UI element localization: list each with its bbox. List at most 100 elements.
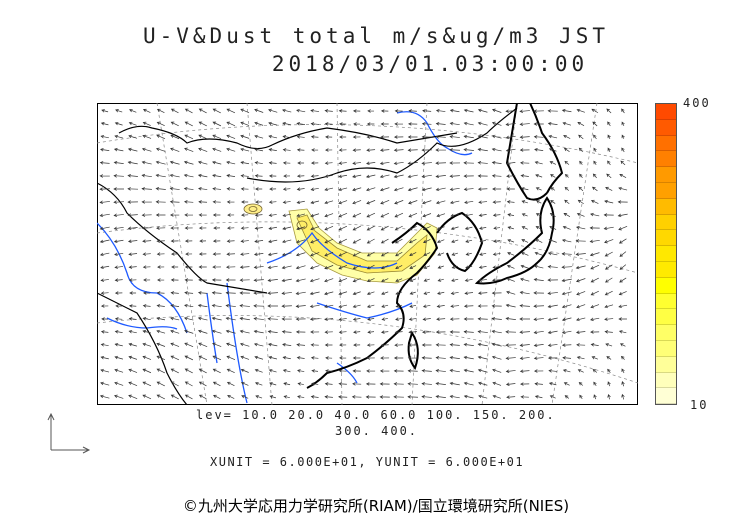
wind-arrow: [491, 355, 502, 360]
wind-arrow: [423, 252, 431, 256]
wind-arrow: [157, 278, 165, 282]
wind-arrow: [618, 330, 627, 334]
wind-arrow: [239, 291, 250, 295]
colorbar-segment: [656, 388, 676, 405]
wind-arrow: [142, 134, 152, 139]
wind-arrow: [211, 329, 222, 334]
wind-arrow: [492, 213, 501, 217]
wind-arrow: [619, 251, 627, 257]
wind-arrow: [449, 121, 460, 126]
wind-arrow: [591, 186, 598, 192]
wind-arrow: [282, 148, 291, 152]
wind-arrow: [366, 264, 375, 270]
wind-arrow: [183, 173, 194, 178]
wind-arrow: [606, 173, 612, 179]
wind-arrow: [297, 369, 305, 373]
wind-arrow: [561, 265, 572, 269]
wind-arrow: [576, 317, 586, 322]
wind-arrow: [381, 304, 389, 308]
wind-arrow: [592, 369, 598, 373]
wind-arrow: [338, 109, 347, 113]
wind-arrow: [170, 226, 179, 230]
wind-arrow: [591, 108, 599, 114]
wind-arrow: [282, 161, 291, 165]
wind-arrow: [142, 108, 151, 113]
wind-arrow: [198, 381, 207, 387]
wind-arrow: [535, 226, 542, 230]
wind-arrow: [534, 148, 544, 152]
wind-arrow: [352, 238, 361, 244]
wind-arrow: [463, 121, 474, 126]
wind-arrow: [393, 395, 404, 399]
wind-arrow: [618, 186, 628, 191]
colorbar-segment: [656, 325, 676, 341]
wind-arrow: [310, 135, 319, 139]
wind-arrow: [577, 121, 585, 126]
wind-arrow: [407, 395, 418, 399]
wind-arrow: [535, 187, 542, 191]
wind-arrow: [449, 330, 460, 334]
wind-arrow: [212, 134, 222, 140]
wind-arrow: [239, 316, 250, 321]
wind-arrow: [113, 160, 124, 165]
wind-arrow: [101, 109, 109, 113]
wind-arrow: [199, 239, 207, 243]
wind-arrow: [603, 213, 614, 217]
wind-arrow: [310, 252, 320, 257]
wind-arrow: [507, 226, 514, 230]
wind-arrow: [155, 200, 166, 204]
wind-arrow: [339, 343, 347, 347]
wind-arrow: [505, 356, 516, 360]
wind-arrow: [506, 174, 516, 178]
wind-arrow: [309, 304, 320, 309]
wind-arrow: [366, 356, 375, 360]
wind-arrow: [520, 277, 530, 282]
wind-arrow: [366, 212, 376, 218]
wind-arrow: [183, 187, 194, 191]
wind-arrow: [212, 239, 221, 243]
wind-arrow: [296, 135, 305, 139]
wind-arrow: [492, 200, 501, 204]
wind-arrow: [590, 317, 600, 322]
wind-arrow: [141, 187, 152, 191]
wind-arrow: [505, 369, 516, 373]
wind-arrow: [114, 381, 124, 386]
wind-arrow: [198, 278, 208, 282]
wind-arrow: [309, 265, 320, 270]
wind-arrow: [593, 394, 597, 400]
wind-arrow: [99, 252, 110, 257]
wind-arrow: [590, 330, 600, 334]
wind-arrow: [561, 317, 572, 322]
wind-arrow: [129, 108, 137, 113]
wind-arrow: [578, 147, 583, 153]
wind-arrow: [463, 187, 474, 191]
colorbar-segment: [656, 182, 676, 199]
wind-arrow: [338, 213, 348, 218]
wind-arrow: [240, 368, 249, 373]
wind-arrow: [183, 316, 194, 321]
wind-arrow: [519, 343, 530, 347]
wind-arrow: [310, 395, 319, 399]
wind-arrow: [619, 173, 627, 178]
wind-arrow: [534, 395, 543, 399]
wind-arrow: [296, 122, 305, 126]
wind-arrow: [366, 369, 376, 373]
chart-title: U-V&Dust total m/s&ug/m3 JST: [142, 24, 609, 48]
wind-arrow: [519, 304, 530, 308]
wind-arrow: [127, 200, 138, 204]
wind-arrow: [282, 239, 292, 244]
wind-arrow: [520, 161, 530, 165]
wind-arrow: [619, 343, 626, 347]
wind-arrow: [380, 122, 389, 126]
wind-arrow: [142, 355, 152, 360]
wind-arrow: [605, 277, 613, 283]
wind-arrow: [338, 291, 348, 296]
wind-arrow: [547, 356, 558, 360]
wind-arrow: [607, 147, 611, 152]
wind-arrow: [295, 291, 306, 296]
wind-arrow: [254, 368, 263, 373]
wind-arrow: [267, 304, 278, 308]
wind-arrow: [408, 317, 417, 321]
wind-arrow: [409, 291, 416, 295]
wind-arrow: [519, 122, 530, 126]
